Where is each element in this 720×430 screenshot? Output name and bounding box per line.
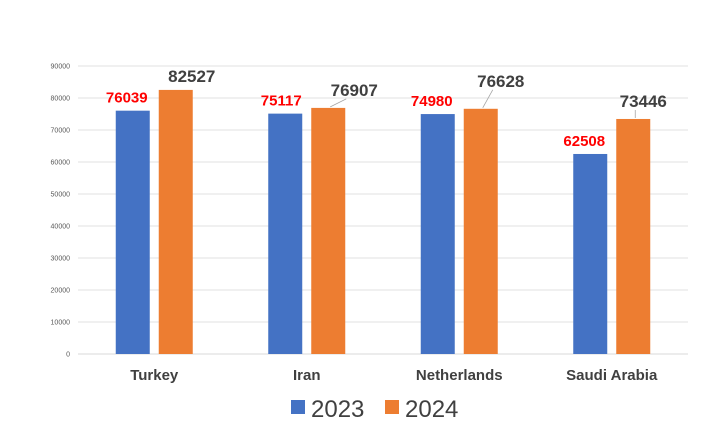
category-label: Iran: [293, 367, 321, 384]
bar-2024-iran: [311, 107, 346, 354]
y-tick-label: 30000: [51, 256, 71, 263]
label-leader-line: [330, 98, 347, 108]
bar-2024-saudi-arabia: [616, 118, 651, 354]
legend-label-2023: 2023: [311, 396, 364, 423]
y-tick-label: 10000: [51, 320, 71, 327]
category-label: Turkey: [130, 367, 179, 384]
data-label: 76039: [106, 90, 148, 107]
data-label: 76628: [477, 72, 524, 91]
bar-2024-turkey: [158, 89, 193, 354]
legend-swatch-2023: [291, 400, 305, 414]
data-label: 73446: [620, 92, 667, 111]
y-tick-label: 20000: [51, 288, 71, 295]
y-tick-label: 50000: [51, 192, 71, 199]
legend-label-2024: 2024: [405, 396, 458, 423]
category-label: Saudi Arabia: [566, 367, 658, 384]
y-tick-label: 0: [66, 352, 70, 359]
legend-swatch-2024: [385, 400, 399, 414]
data-labels: 76039 82527 75117 76907 74980 76628 62508 73446: [106, 67, 667, 150]
label-leader-line: [482, 89, 494, 108]
y-tick-label: 90000: [51, 64, 71, 71]
legend: 2023 2024: [291, 396, 458, 423]
y-tick-label: 70000: [51, 128, 71, 135]
y-axis-ticks: 0 10000 20000 30000 40000 50000 60000 70000 8000…: [51, 64, 71, 359]
y-tick-label: 80000: [51, 96, 71, 103]
bar-2023-turkey: [115, 110, 150, 354]
bar-2024-netherlands: [463, 108, 498, 354]
y-tick-label: 60000: [51, 160, 71, 167]
data-label: 82527: [168, 67, 215, 86]
data-label: 62508: [563, 133, 605, 150]
y-tick-label: 40000: [51, 224, 71, 231]
data-label: 74980: [411, 93, 453, 110]
bars: [115, 89, 651, 355]
bar-2023-netherlands: [420, 114, 455, 355]
bar-2023-iran: [268, 113, 303, 354]
x-axis-categories: Turkey Iran Netherlands Saudi Arabia: [130, 367, 658, 384]
bar-2023-saudi-arabia: [573, 153, 608, 354]
data-label: 75117: [261, 93, 302, 110]
category-label: Netherlands: [416, 367, 503, 384]
data-label: 76907: [331, 81, 378, 100]
